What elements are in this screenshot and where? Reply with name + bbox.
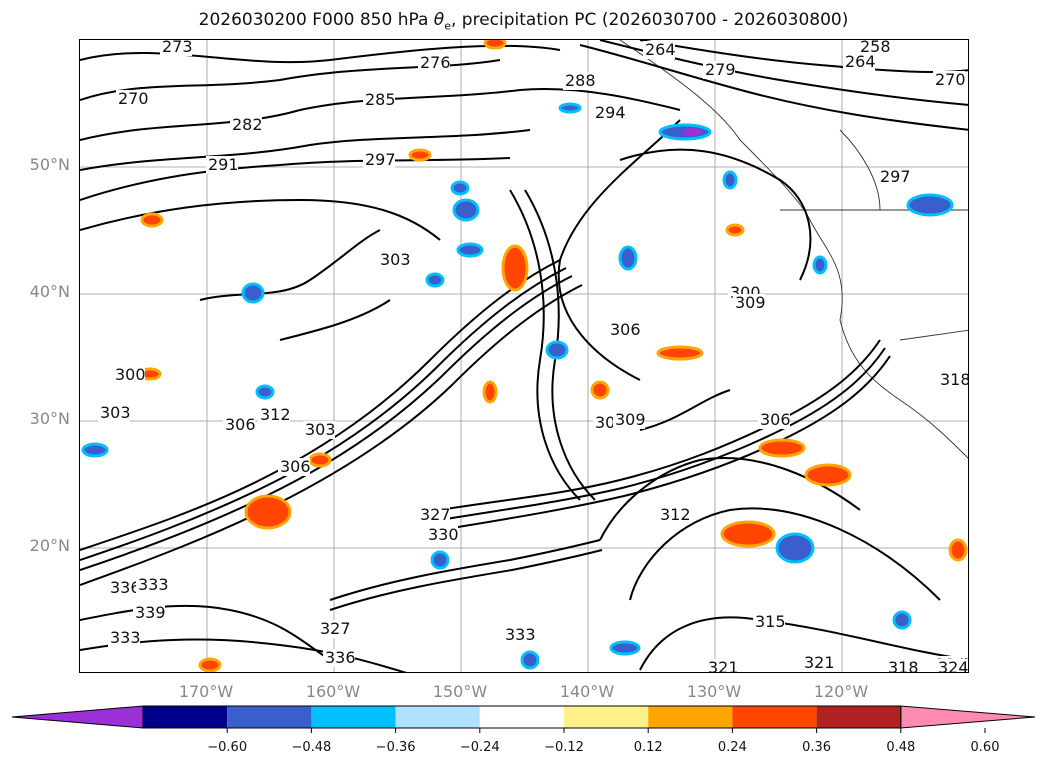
contour-label: 294: [595, 103, 626, 122]
colorbar-tick-label: 0.48: [886, 740, 916, 755]
contour-label: 303: [305, 420, 336, 439]
coastline: [619, 40, 968, 459]
contour-label: 279: [705, 60, 736, 79]
contour-label: 321: [708, 658, 739, 673]
colorbar-tick-label: 0.12: [633, 740, 663, 755]
contour-label: 309: [615, 410, 646, 429]
colorbar-segment: [311, 706, 396, 728]
contour-label: 318: [940, 370, 969, 389]
map-panel: 273 270 276 282 285 288 294 264 279 258 264 270 291 2…: [79, 39, 969, 673]
contour-label: 315: [755, 612, 786, 631]
contour-label: 258: [860, 40, 891, 56]
precip-min-core: [682, 128, 702, 136]
contour-label: 330: [428, 525, 459, 544]
lon-label-130w: 130°W: [686, 682, 742, 701]
colorbar-tick-label: 0.60: [970, 740, 1000, 755]
colorbar-tick-label: −0.60: [207, 740, 248, 755]
colorbar-segment: [479, 706, 564, 728]
contour-label: 273: [162, 40, 193, 56]
contour-label: 297: [880, 167, 911, 186]
contour-label: 303: [100, 403, 131, 422]
contour-label: 306: [610, 320, 641, 339]
theta-e-contours: [80, 40, 968, 672]
contour-label: 306: [225, 415, 256, 434]
colorbar-tick-label: −0.12: [544, 740, 584, 755]
figure-title: 2026030200 F000 850 hPa θe, precipitatio…: [198, 10, 849, 33]
colorbar-segment: [143, 706, 228, 728]
colorbar-segment: [564, 706, 649, 728]
contour-label: 318: [888, 658, 919, 673]
contour-label: 264: [645, 40, 676, 59]
lat-label-30n: 30°N: [29, 409, 70, 428]
contour-label: 324: [938, 658, 969, 673]
contour-label: 327: [420, 505, 451, 524]
contour-label: 309: [735, 293, 766, 312]
colorbar-segments: [11, 705, 1036, 733]
colorbar-extend-high: [900, 705, 1036, 729]
contour-label: 291: [208, 155, 239, 174]
colorbar-tick-label: −0.48: [291, 740, 332, 755]
contour-label: 336: [110, 578, 141, 597]
lon-label-140w: 140°W: [559, 682, 615, 701]
colorbar-tick-label: 0.24: [717, 740, 747, 755]
contour-label: 321: [804, 653, 835, 672]
graticule: [80, 40, 968, 672]
lon-label-160w: 160°W: [305, 682, 361, 701]
contour-label: 270: [935, 70, 966, 89]
contour-label: 303: [380, 250, 411, 269]
contour-label: 339: [135, 603, 166, 622]
contour-label: 300: [115, 365, 146, 384]
contour-label: 288: [565, 71, 596, 90]
contour-label: 333: [138, 575, 169, 594]
contour-label: 276: [420, 53, 451, 72]
lon-label-120w: 120°W: [813, 682, 869, 701]
lon-label-170w: 170°W: [178, 682, 234, 701]
colorbar-tick-label: −0.24: [459, 740, 500, 755]
contour-label: 333: [505, 625, 536, 644]
colorbar-tick-label: −0.36: [375, 740, 416, 755]
precip-positive: [138, 40, 968, 672]
contour-label: 333: [110, 628, 141, 647]
colorbar-segment: [395, 706, 480, 728]
colorbar-segment: [816, 706, 901, 728]
contour-label: 306: [280, 457, 311, 476]
contour-label: 282: [232, 115, 263, 134]
contour-label: 336: [325, 648, 356, 667]
contour-label: 327: [320, 619, 351, 638]
colorbar-segment: [227, 706, 312, 728]
colorbar-extend-low: [11, 705, 144, 729]
precip-negative: [81, 102, 954, 670]
colorbar-segment: [732, 706, 817, 728]
lat-label-20n: 20°N: [29, 536, 70, 555]
colorbar: [11, 705, 1036, 733]
contour-label: 264: [845, 52, 876, 71]
lat-label-40n: 40°N: [29, 282, 70, 301]
contour-label: 297: [365, 150, 396, 169]
contour-label: 270: [118, 89, 149, 108]
colorbar-tick-label: 0.36: [802, 740, 832, 755]
colorbar-segment: [648, 706, 733, 728]
contour-label: 312: [660, 505, 691, 524]
contour-label: 285: [365, 90, 396, 109]
lat-label-50n: 50°N: [29, 155, 70, 174]
contour-label: 312: [260, 405, 291, 424]
lon-label-150w: 150°W: [432, 682, 488, 701]
contour-label: 306: [760, 410, 791, 429]
